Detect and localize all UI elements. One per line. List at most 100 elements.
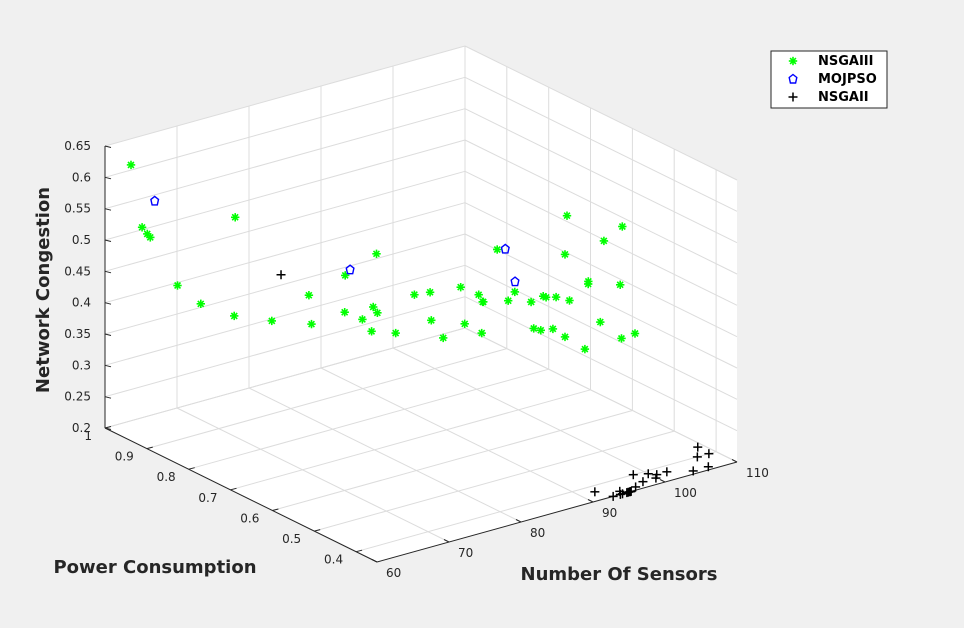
data-point-nsgaii	[643, 469, 653, 479]
z-tick-label: 0.6	[72, 170, 91, 184]
x-axis-line	[376, 461, 738, 563]
data-point-nsgaiii	[267, 316, 276, 326]
data-point-nsgaiii	[580, 344, 590, 354]
z-tick-label: 0.5	[72, 233, 91, 247]
z-axis-label: Network Congestion	[33, 187, 54, 393]
data-point-nsgaii	[625, 487, 635, 497]
x-tick-label: 100	[674, 486, 697, 500]
data-point-mojpso	[150, 195, 160, 206]
grid-line-z-side	[464, 233, 738, 369]
data-point-nsgaiii	[562, 211, 572, 220]
y-tick-mark	[188, 467, 195, 470]
data-point-nsgaii	[638, 477, 648, 487]
data-point-nsgaiii	[560, 250, 570, 259]
y-tick-label: 0.9	[115, 450, 134, 464]
grid-line-z-back	[104, 327, 466, 429]
grid-line-z-back	[104, 202, 466, 304]
data-points	[126, 160, 714, 501]
z-tick-label: 0.4	[72, 296, 91, 310]
x-tick-mark	[515, 519, 522, 523]
z-tick-mark	[104, 364, 112, 368]
data-point-nsgaiii	[427, 316, 436, 325]
floor-pane	[105, 328, 737, 562]
data-point-nsgaiii	[565, 296, 574, 305]
axes-ticks: 60 70 80 90 100 110 0.4 0.5 0.6 0.7 0.8 0.9 10.2 0.25…	[64, 139, 769, 580]
grid-line-z-side	[464, 264, 738, 400]
data-point-nsgaiii	[551, 292, 561, 302]
z-tick-mark	[104, 302, 112, 305]
data-point-mojpso	[500, 243, 510, 254]
x-tick-label: 90	[602, 506, 617, 520]
data-point-nsgaiii	[477, 328, 486, 338]
data-point-nsgaiii	[231, 213, 240, 222]
grid-line-z-back	[104, 170, 466, 272]
grid-line-y-floor	[272, 410, 633, 511]
data-point-nsgaiii	[367, 327, 376, 336]
data-point-nsgaiii	[146, 233, 155, 242]
data-point-nsgaiii	[369, 302, 378, 312]
data-point-nsgaii	[693, 442, 703, 452]
data-point-nsgaiii	[196, 299, 205, 308]
data-point-nsgaiii	[504, 296, 513, 305]
grid-line-y-floor	[355, 451, 717, 553]
data-point-nsgaiii	[373, 308, 382, 317]
axes-grid	[104, 45, 738, 563]
legend-label-nsgaii: NSGAII	[818, 90, 869, 105]
y-axis-label: Power Consumption	[53, 557, 256, 578]
grid-line-z-back	[104, 108, 466, 210]
grid-line-x-floor	[248, 387, 522, 523]
y-tick-mark	[314, 529, 321, 532]
legend-marker-mojpso	[788, 73, 798, 84]
legend-label-mojpso: MOJPSO	[818, 72, 877, 87]
data-point-nsgaiii	[539, 292, 548, 301]
data-point-nsgaiii	[372, 249, 381, 258]
z-tick-label: 0.45	[64, 264, 91, 278]
z-tick-label: 0.2	[72, 421, 91, 435]
data-point-nsgaiii	[173, 281, 182, 290]
legend[interactable]: NSGAIII MOJPSO NSGAII	[770, 50, 888, 109]
data-point-nsgaiii	[478, 297, 487, 307]
z-tick-label: 0.35	[64, 327, 91, 341]
grid-line-x-floor	[176, 407, 450, 543]
legend-marker-nsgaii	[788, 92, 798, 102]
y-tick-label: 0.5	[282, 532, 301, 546]
y-tick-label: 1	[84, 429, 92, 443]
y-tick-label: 0.6	[240, 512, 259, 526]
back-pane	[105, 46, 465, 428]
grid-line-y-floor	[188, 368, 549, 470]
data-point-nsgaiii	[460, 319, 469, 328]
data-point-nsgaii	[276, 270, 286, 280]
x-tick-mark	[731, 459, 738, 463]
z-tick-mark	[104, 208, 112, 211]
z-tick-mark	[104, 145, 112, 148]
data-point-nsgaiii	[439, 333, 448, 343]
z-tick-label: 0.65	[64, 139, 91, 153]
data-point-nsgaiii	[510, 287, 519, 297]
data-point-nsgaiii	[596, 317, 605, 327]
y-tick-mark	[272, 508, 279, 511]
axes-edges	[104, 146, 738, 563]
grid-line-z-side	[464, 202, 738, 338]
grid-line-z-back	[104, 264, 466, 366]
grid-line-z-back	[104, 139, 466, 241]
grid-line-z-side	[464, 108, 738, 244]
y-tick-mark	[355, 549, 363, 553]
data-point-nsgaii	[662, 467, 672, 477]
data-point-nsgaiii	[529, 324, 538, 333]
data-point-nsgaiii	[230, 311, 239, 321]
data-point-nsgaiii	[617, 334, 626, 343]
x-tick-label: 60	[386, 566, 401, 580]
y-tick-label: 0.7	[198, 491, 217, 505]
x-tick-label: 110	[746, 466, 769, 480]
y-axis-line	[104, 427, 378, 563]
data-point-nsgaii	[608, 491, 618, 501]
data-point-nsgaii	[703, 462, 713, 472]
data-point-nsgaii	[615, 486, 625, 496]
data-point-nsgaiii	[536, 326, 545, 335]
data-point-nsgaiii	[493, 245, 502, 254]
z-tick-mark	[104, 333, 112, 336]
x-tick-mark	[443, 539, 450, 543]
data-point-nsgaiii	[599, 236, 609, 246]
data-point-nsgaiii	[584, 279, 593, 289]
